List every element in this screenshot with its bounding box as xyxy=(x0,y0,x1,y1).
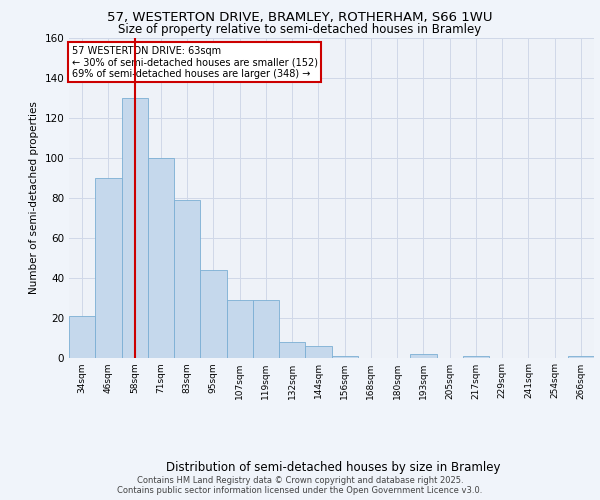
Bar xyxy=(95,178,121,358)
Bar xyxy=(148,158,174,358)
Text: Contains public sector information licensed under the Open Government Licence v3: Contains public sector information licen… xyxy=(118,486,482,495)
Bar xyxy=(279,342,305,357)
Bar xyxy=(331,356,358,358)
Text: Distribution of semi-detached houses by size in Bramley: Distribution of semi-detached houses by … xyxy=(166,461,500,474)
Text: Size of property relative to semi-detached houses in Bramley: Size of property relative to semi-detach… xyxy=(118,22,482,36)
Bar xyxy=(227,300,253,358)
Text: 57, WESTERTON DRIVE, BRAMLEY, ROTHERHAM, S66 1WU: 57, WESTERTON DRIVE, BRAMLEY, ROTHERHAM,… xyxy=(107,11,493,24)
Bar xyxy=(253,300,279,358)
Bar xyxy=(305,346,331,358)
Bar xyxy=(463,356,489,358)
Bar xyxy=(568,356,594,358)
Text: Contains HM Land Registry data © Crown copyright and database right 2025.: Contains HM Land Registry data © Crown c… xyxy=(137,476,463,485)
Bar xyxy=(410,354,437,358)
Bar xyxy=(121,98,148,358)
Y-axis label: Number of semi-detached properties: Number of semi-detached properties xyxy=(29,101,39,294)
Bar xyxy=(69,316,95,358)
Bar xyxy=(174,200,200,358)
Text: 57 WESTERTON DRIVE: 63sqm
← 30% of semi-detached houses are smaller (152)
69% of: 57 WESTERTON DRIVE: 63sqm ← 30% of semi-… xyxy=(71,46,317,78)
Bar xyxy=(200,270,227,358)
